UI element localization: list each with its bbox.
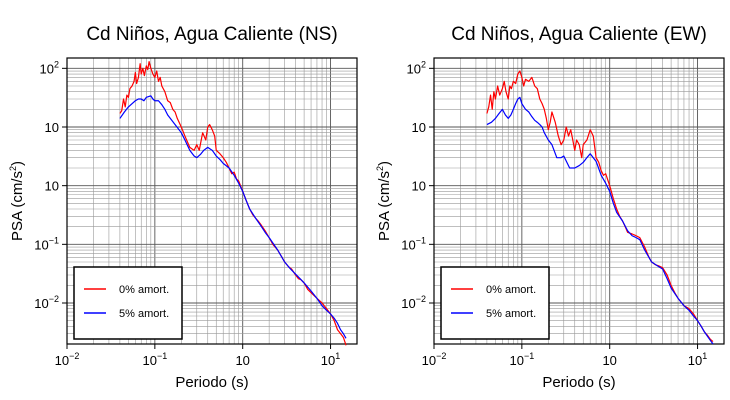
x-tick-label: 10 — [602, 353, 616, 368]
series-line-zero-damping — [119, 61, 347, 346]
y-axis-label: PSA (cm/s2) — [8, 161, 26, 241]
y-tick-label: 10 — [45, 120, 59, 135]
x-axis-label: Periodo (s) — [542, 374, 615, 391]
plot-frame — [433, 57, 725, 345]
legend-label: 5% amort. — [119, 308, 169, 320]
y-tick-label: 10 — [412, 179, 426, 194]
series-line-zero-damping — [486, 70, 714, 343]
legend-label: 0% amort. — [486, 284, 536, 296]
series-line-five-damping — [486, 96, 714, 345]
x-tick-label: 10−1 — [142, 351, 167, 368]
x-axis-label: Periodo (s) — [175, 374, 248, 391]
panel-ns: 10−2 10−1 10 101 102 10 10 10−1 10−2 Cd Niños, Ag… — [8, 24, 358, 391]
y-tick-label: 10−2 — [401, 294, 426, 311]
x-tick-label: 101 — [688, 351, 707, 368]
legend-box — [440, 266, 550, 340]
legend-label: 5% amort. — [486, 308, 536, 320]
legend: 0% amort. 5% amort. — [440, 266, 550, 340]
y-tick-label: 10 — [412, 120, 426, 135]
panel-ew: 10−2 10−1 10 101 102 10 10 10−1 10−2 Cd Niños, Ag… — [375, 24, 725, 391]
x-tick-label: 10−2 — [55, 351, 80, 368]
y-tick-label: 10−1 — [401, 235, 426, 252]
y-tick-label: 102 — [40, 59, 59, 76]
x-tick-label: 10 — [235, 353, 249, 368]
x-tick-label: 10−1 — [509, 351, 534, 368]
y-tick-label: 10−2 — [34, 294, 59, 311]
legend: 0% amort. 5% amort. — [73, 266, 183, 340]
y-tick-label: 10−1 — [34, 235, 59, 252]
x-tick-label: 101 — [321, 351, 340, 368]
series-line-five-damping — [119, 95, 347, 339]
chart-title: Cd Niños, Agua Caliente (NS) — [86, 24, 337, 45]
x-tick-label: 10−2 — [422, 351, 447, 368]
y-axis-label: PSA (cm/s2) — [375, 161, 393, 241]
y-tick-label: 10 — [45, 179, 59, 194]
legend-label: 0% amort. — [119, 284, 169, 296]
plot-frame — [66, 57, 358, 345]
chart-title: Cd Niños, Agua Caliente (EW) — [451, 24, 707, 45]
y-tick-label: 102 — [407, 59, 426, 76]
grid — [66, 58, 358, 345]
legend-box — [73, 266, 183, 340]
